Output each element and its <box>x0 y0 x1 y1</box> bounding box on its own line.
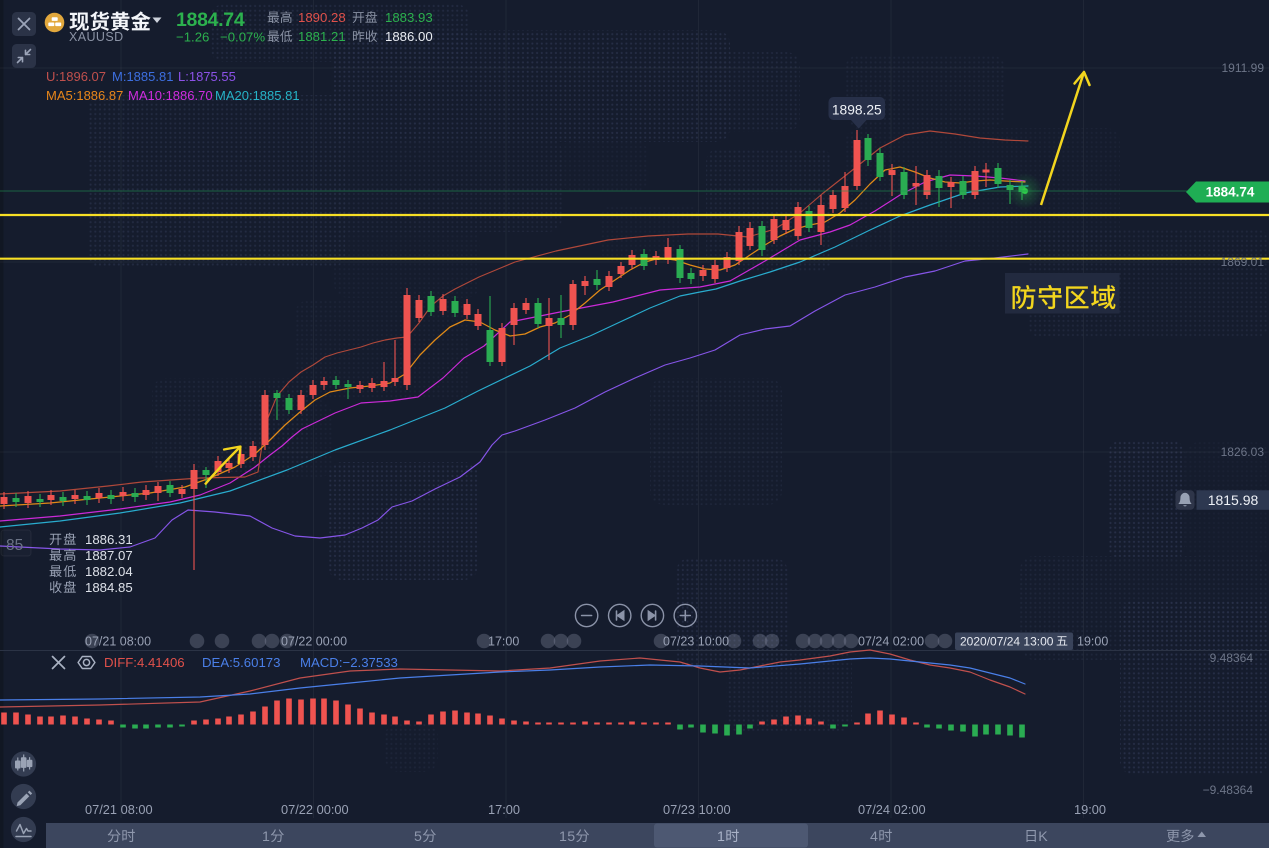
svg-text:1886.00: 1886.00 <box>385 29 433 44</box>
svg-text:19:00: 19:00 <box>1077 635 1108 649</box>
svg-text:1826.03: 1826.03 <box>1221 445 1265 459</box>
svg-text:1869.01: 1869.01 <box>1221 255 1265 269</box>
svg-text:DIFF:4.41406: DIFF:4.41406 <box>104 655 185 670</box>
svg-text:19:00: 19:00 <box>1074 802 1106 817</box>
svg-text:−1.26: −1.26 <box>176 30 209 45</box>
svg-text:1815.98: 1815.98 <box>1208 492 1259 508</box>
svg-text:−9.48364: −9.48364 <box>1203 783 1254 797</box>
svg-text:07/24 02:00: 07/24 02:00 <box>858 802 926 817</box>
svg-text:1: 1 <box>559 829 567 845</box>
svg-text:07/23 10:00: 07/23 10:00 <box>663 802 731 817</box>
svg-text:9.48364: 9.48364 <box>1210 651 1254 665</box>
svg-text:07/22 00:00: 07/22 00:00 <box>281 635 347 649</box>
svg-text:1898.25: 1898.25 <box>832 103 882 118</box>
svg-text:07/24 02:00: 07/24 02:00 <box>858 635 924 649</box>
svg-text:5: 5 <box>414 829 422 845</box>
svg-text:M:1885.81: M:1885.81 <box>112 69 173 84</box>
svg-text:17:00: 17:00 <box>488 802 520 817</box>
svg-text:1886.31: 1886.31 <box>85 532 133 547</box>
svg-text:1882.04: 1882.04 <box>85 564 133 579</box>
svg-text:07/21 08:00: 07/21 08:00 <box>85 635 151 649</box>
svg-text:1883.93: 1883.93 <box>385 10 433 25</box>
svg-text:1911.99: 1911.99 <box>1222 61 1265 75</box>
svg-text:07/21 08:00: 07/21 08:00 <box>85 802 153 817</box>
svg-text:07/23 10:00: 07/23 10:00 <box>663 635 729 649</box>
svg-text:1884.85: 1884.85 <box>85 580 133 595</box>
svg-text:1884.74: 1884.74 <box>176 9 245 31</box>
svg-text:MA10:1886.70: MA10:1886.70 <box>128 88 213 103</box>
svg-text:−0.07%: −0.07% <box>220 30 265 45</box>
svg-text:U:1896.07: U:1896.07 <box>46 69 106 84</box>
svg-text:1884.74: 1884.74 <box>1206 185 1255 200</box>
svg-text:K: K <box>1038 829 1048 845</box>
svg-text:4: 4 <box>870 829 878 845</box>
svg-text:L:1875.55: L:1875.55 <box>178 69 236 84</box>
svg-text:85: 85 <box>6 537 23 554</box>
svg-text:MA5:1886.87: MA5:1886.87 <box>46 88 123 103</box>
svg-text:07/22 00:00: 07/22 00:00 <box>281 802 349 817</box>
svg-text:5: 5 <box>567 829 575 845</box>
svg-text:1: 1 <box>717 829 725 845</box>
svg-text:2020/07/24 13:00: 2020/07/24 13:00 <box>960 635 1054 649</box>
svg-text:1: 1 <box>262 829 270 845</box>
svg-text:MA20:1885.81: MA20:1885.81 <box>215 88 300 103</box>
svg-text:DEA:5.60173: DEA:5.60173 <box>202 655 280 670</box>
svg-text:XAUUSD: XAUUSD <box>69 30 124 44</box>
svg-text:17:00: 17:00 <box>488 635 519 649</box>
svg-text:1887.07: 1887.07 <box>85 548 133 563</box>
svg-text:1890.28: 1890.28 <box>298 10 346 25</box>
svg-text:1881.21: 1881.21 <box>298 29 346 44</box>
svg-text:MACD:−2.37533: MACD:−2.37533 <box>300 655 398 670</box>
